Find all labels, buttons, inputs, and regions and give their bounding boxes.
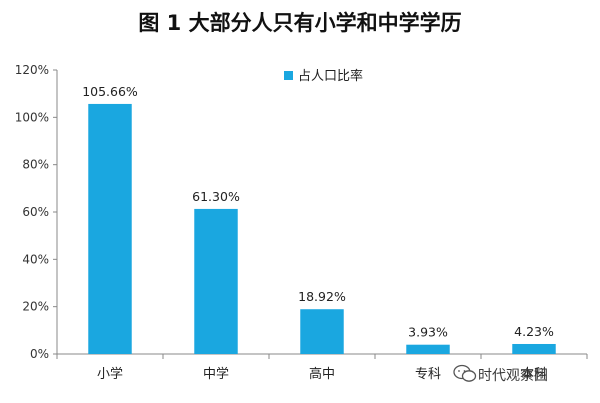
category-label: 中学 bbox=[203, 366, 229, 382]
bar bbox=[194, 208, 238, 354]
y-tick-label: 20% bbox=[22, 300, 49, 314]
category-label: 专科 bbox=[415, 367, 441, 382]
y-tick-label: 80% bbox=[22, 158, 49, 172]
bar bbox=[512, 343, 556, 354]
y-tick-label: 60% bbox=[22, 205, 49, 219]
bars bbox=[88, 103, 556, 354]
wechat-icon bbox=[453, 364, 477, 382]
watermark: 时代观察团 bbox=[453, 364, 548, 384]
data-labels: 105.66% 61.30% 18.92% 3.93% 4.23% bbox=[82, 84, 554, 340]
axes: 0% 20% 40% 60% 80% 100% 120% bbox=[15, 63, 588, 361]
data-label: 18.92% bbox=[298, 289, 346, 304]
y-tick-label: 100% bbox=[15, 110, 49, 124]
category-labels: 小学 中学 高中 专科 本科 bbox=[97, 366, 547, 382]
data-label: 3.93% bbox=[408, 325, 448, 340]
y-tick-label: 40% bbox=[22, 252, 49, 266]
legend-label: 占人口比率 bbox=[298, 68, 363, 84]
bar bbox=[406, 344, 450, 354]
data-label: 61.30% bbox=[192, 189, 240, 204]
y-tick-label: 120% bbox=[15, 63, 49, 77]
category-label: 本科 bbox=[521, 367, 547, 382]
legend: 占人口比率 bbox=[284, 68, 363, 84]
y-tick-label: 0% bbox=[30, 347, 49, 361]
data-label: 105.66% bbox=[82, 84, 138, 99]
bar bbox=[300, 309, 344, 354]
watermark-text: 时代观察团 bbox=[478, 367, 548, 384]
data-label: 4.23% bbox=[514, 324, 554, 339]
legend-swatch bbox=[284, 71, 293, 80]
category-label: 小学 bbox=[97, 366, 123, 382]
bar bbox=[88, 103, 132, 354]
chart-title: 图 1 大部分人只有小学和中学学历 bbox=[138, 11, 461, 35]
category-label: 高中 bbox=[309, 366, 335, 382]
